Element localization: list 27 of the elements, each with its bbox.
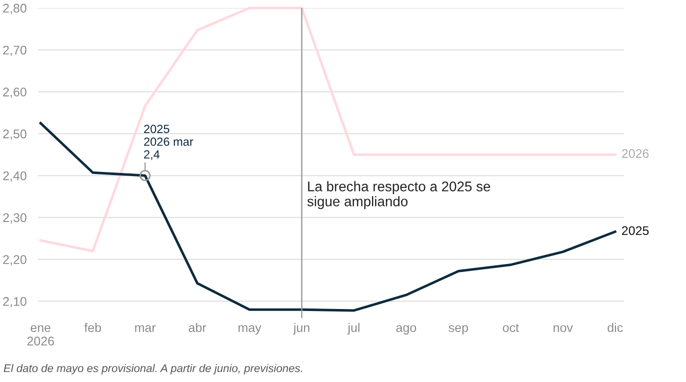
ref-line-label: La brecha respecto a 2025 se sigue ampliando [307,181,490,210]
x-tick-label: jul [347,322,360,335]
text: El dato de mayo es provisional. A partir de junio, previsiones. [4,364,302,374]
x-tick-label: feb [84,322,102,332]
x-tick-label: ago [396,325,416,335]
x-tick-label: dic [608,322,623,332]
y-tick-label: 2,50 [3,129,26,140]
x-tick-label: jun [293,322,310,335]
y-tick-label: 2,20 [3,255,26,266]
line-series [39,6,616,252]
line-series [39,122,616,312]
x-tick-label: ene 2026 [27,325,54,346]
x-tick-label: oct [502,324,519,332]
y-tick-label: 2,60 [3,88,26,98]
x-tick-label: nov [554,325,573,332]
series-label: 2025 [622,226,649,236]
y-tick-label: 2,40 [3,171,26,182]
y-tick-label: 2,10 [3,297,26,308]
y-tick-label: 2,30 [3,213,26,224]
x-tick-label: may [238,325,262,335]
series-label: 2026 [622,149,649,158]
x-tick-label: sep [448,325,468,335]
annotation: 2025 2026 mar 2,4 [144,124,194,160]
y-tick-label: 2,80 [3,4,26,14]
x-tick-label: mar [135,325,156,332]
y-tick-label: 2,70 [3,46,26,56]
x-tick-label: abr [188,322,206,332]
